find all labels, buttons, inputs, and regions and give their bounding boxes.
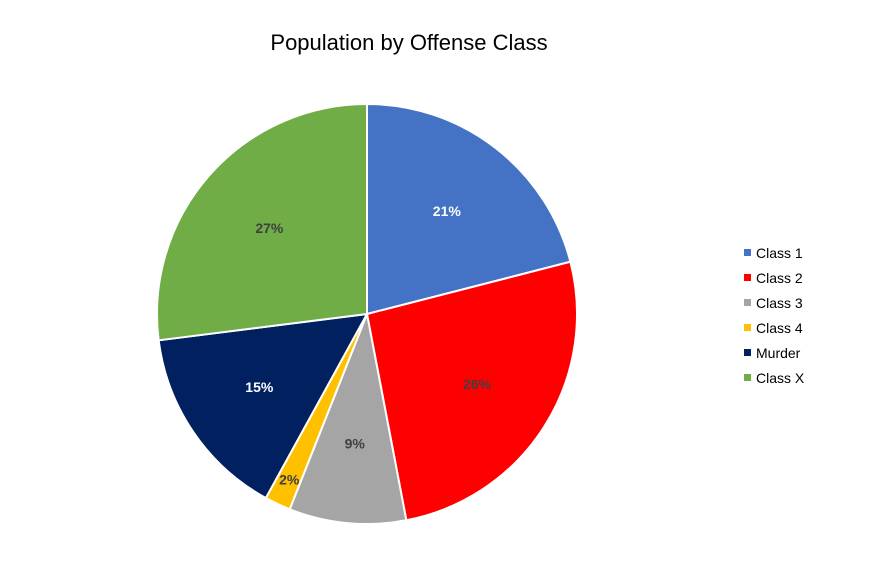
data-label-class-x: 27% (255, 220, 284, 236)
legend-label: Class 2 (756, 269, 803, 286)
legend-swatch (744, 274, 751, 281)
pie-slice-class-x (156, 102, 368, 342)
legend-item-murder: Murder (744, 340, 864, 365)
legend-item-class-x: Class X (744, 365, 864, 390)
legend-label: Class 3 (756, 294, 803, 311)
data-label-class-4: 2% (279, 471, 300, 487)
legend-swatch (744, 374, 751, 381)
legend-item-class-4: Class 4 (744, 315, 864, 340)
legend-swatch (744, 349, 751, 356)
data-label-class-1: 21% (433, 203, 462, 219)
pie-slice-class-1 (366, 102, 572, 316)
legend-item-class-2: Class 2 (744, 265, 864, 290)
data-label-murder: 15% (245, 379, 274, 395)
legend-item-class-3: Class 3 (744, 290, 864, 315)
chart-title: Population by Offense Class (270, 30, 548, 55)
pie-slice-class-2 (365, 260, 578, 522)
legend: Class 1 Class 2 Class 3 Class 4 Murder Class … (744, 240, 864, 390)
pie-slice-class-3 (288, 310, 408, 525)
data-label-class-3: 9% (345, 436, 366, 452)
legend-swatch (744, 299, 751, 306)
data-label-class-2: 26% (463, 376, 492, 392)
legend-swatch (744, 249, 751, 256)
legend-label: Class X (756, 369, 805, 386)
legend-item-class-1: Class 1 (744, 240, 864, 265)
legend-label: Murder (756, 344, 801, 361)
legend-swatch (744, 324, 751, 331)
legend-label: Class 1 (756, 244, 803, 261)
legend-label: Class 4 (756, 319, 803, 336)
pie-slice-murder (157, 312, 369, 500)
